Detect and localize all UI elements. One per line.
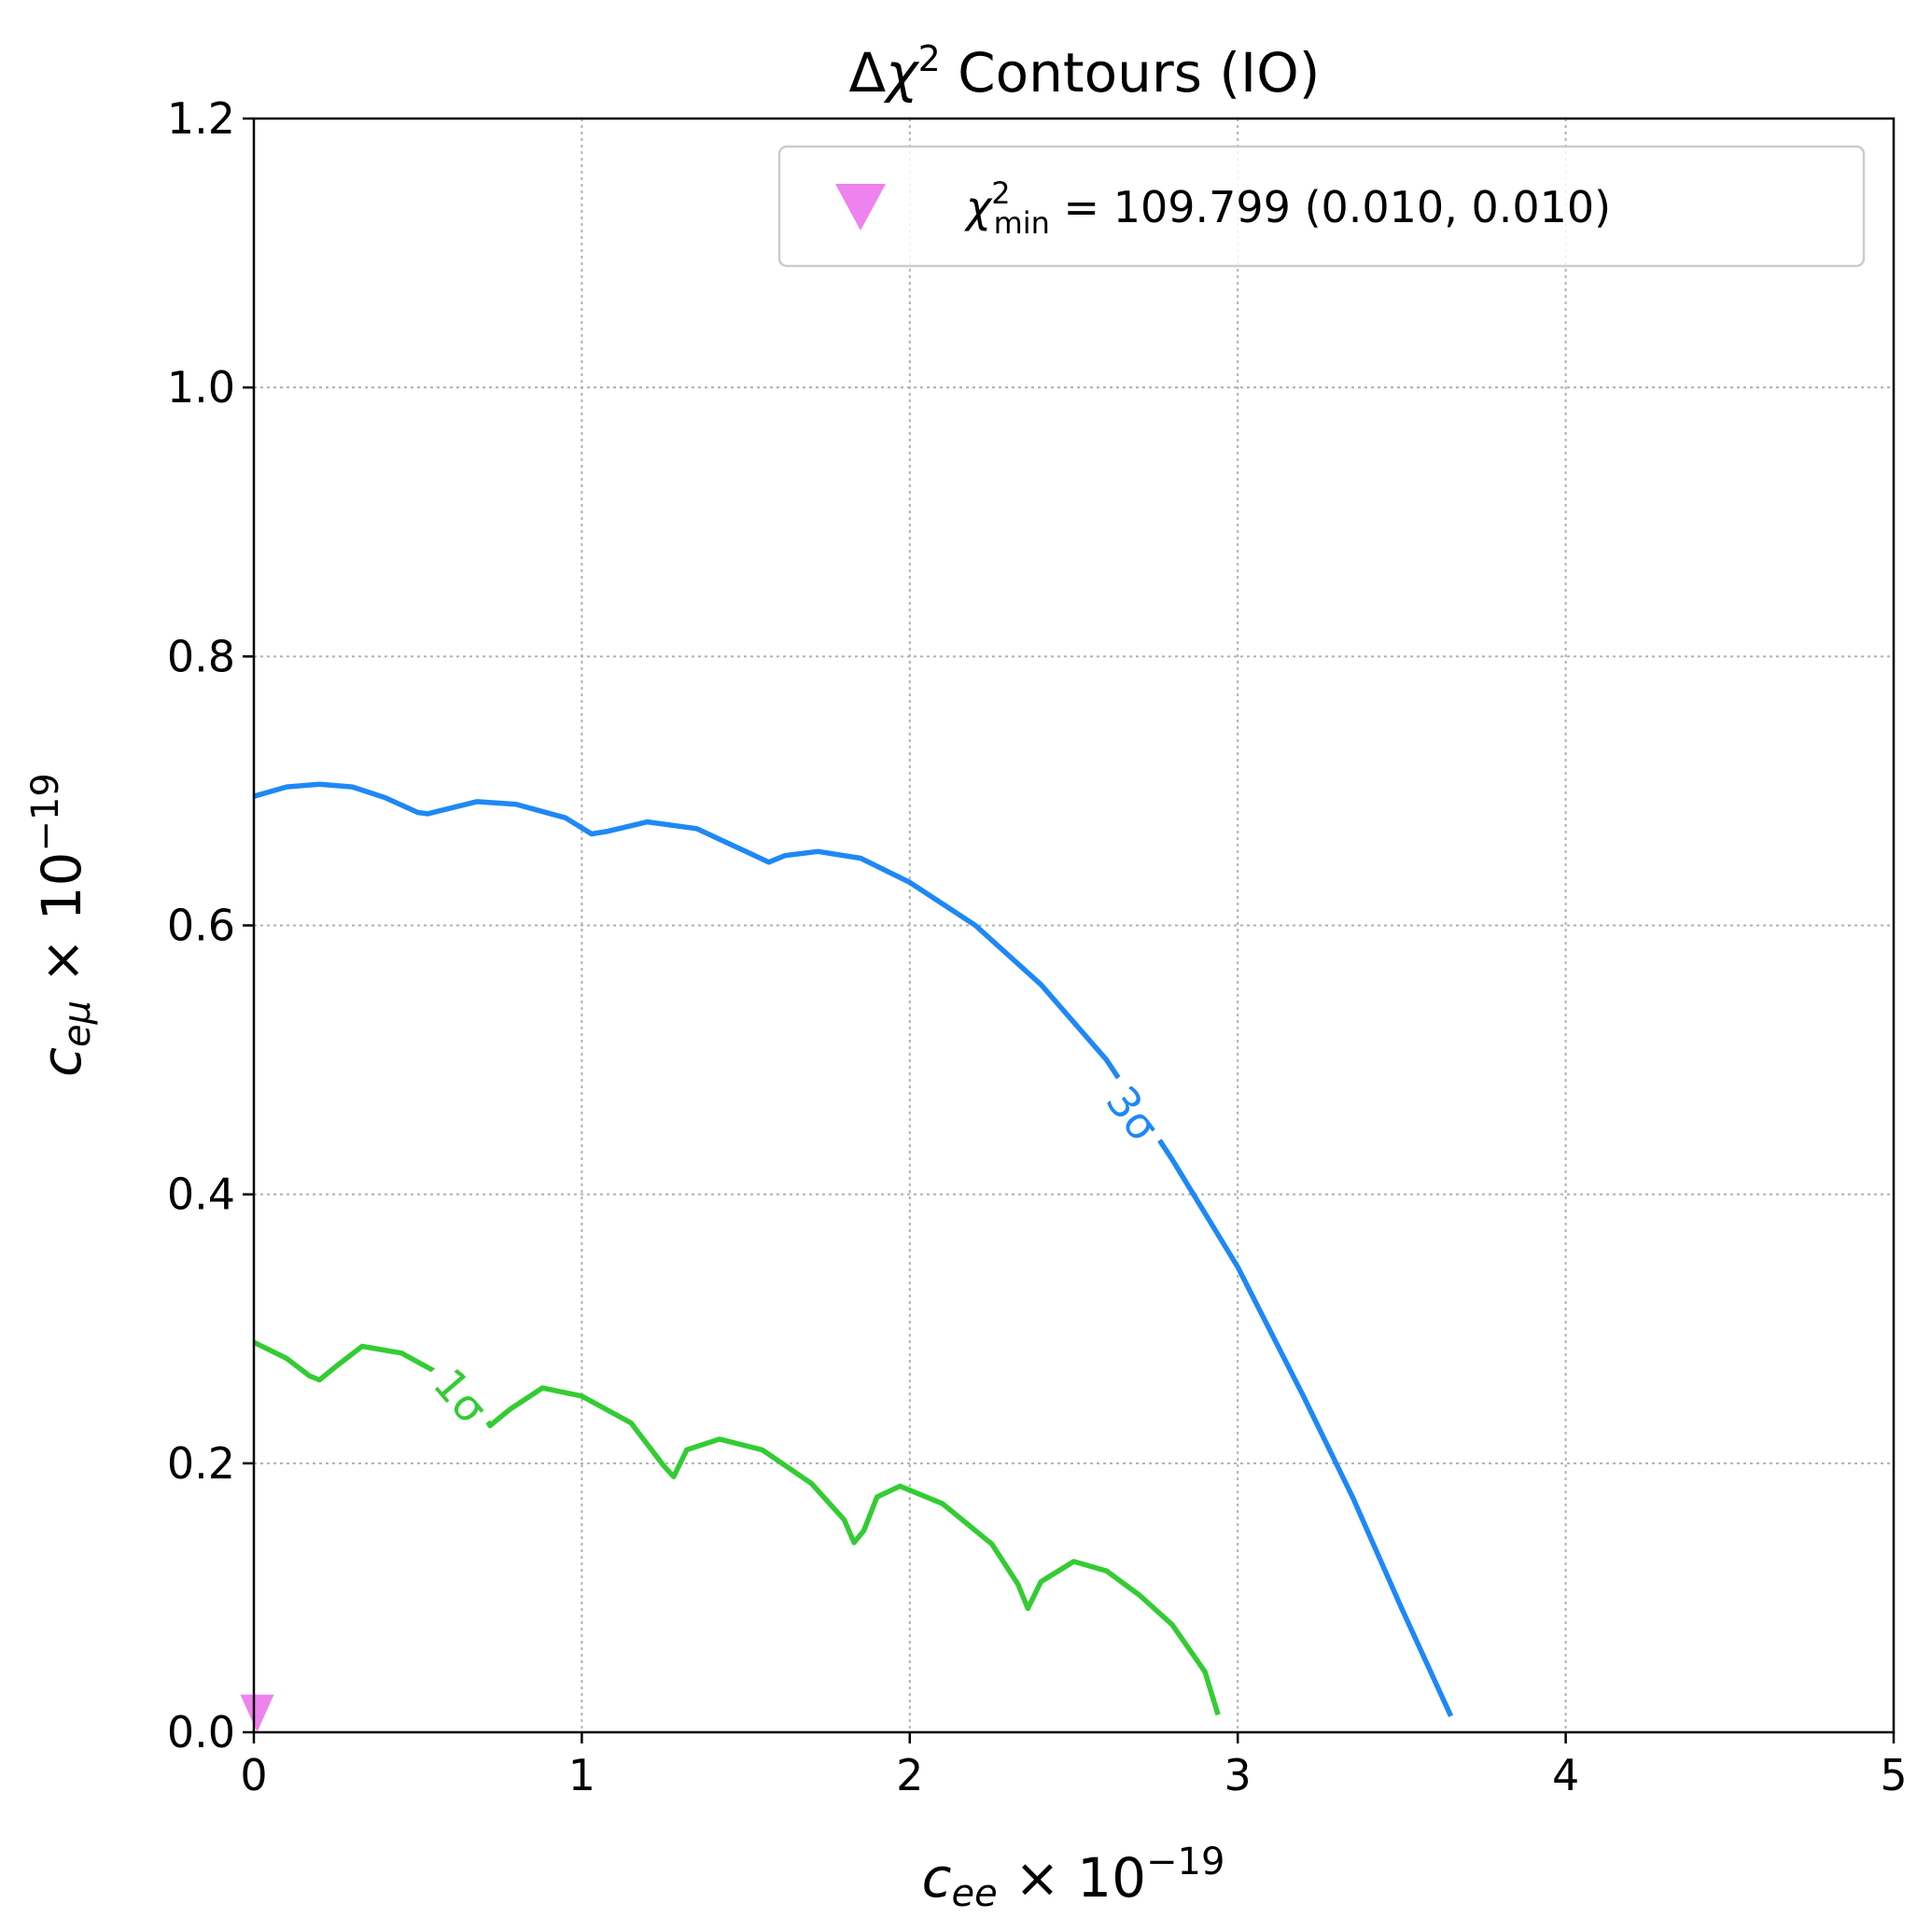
y-tick-label: 0.6 <box>167 901 235 951</box>
x-tick-label: 0 <box>240 1750 267 1800</box>
legend-box <box>777 145 1866 268</box>
contour-label-gap <box>1089 1068 1177 1160</box>
y-tick-label: 0.8 <box>167 631 235 681</box>
y-tick-label: 1.2 <box>167 93 235 144</box>
y-tick-label: 0.4 <box>167 1169 235 1220</box>
y-tick-label: 0.0 <box>167 1707 235 1757</box>
ticks: 0 1 2 3 4 5 0.0 0.2 0.4 0.6 0.8 1.0 1.2 <box>167 93 1908 1800</box>
x-tick-label: 2 <box>896 1750 923 1800</box>
x-tick-label: 5 <box>1880 1750 1907 1800</box>
x-tick-label: 3 <box>1224 1750 1252 1800</box>
markers <box>240 1694 274 1732</box>
y-tick-label: 0.2 <box>167 1438 235 1489</box>
legend-marker-icon <box>835 184 886 231</box>
x-tick-label: 4 <box>1552 1750 1579 1800</box>
best-fit-marker <box>240 1694 274 1732</box>
y-tick-label: 1.0 <box>167 362 235 413</box>
contour-line <box>253 781 1454 1717</box>
y-axis-label: ceμ × 10−19 <box>24 773 99 1077</box>
x-tick-label: 1 <box>568 1750 595 1800</box>
legend-entry-text: χ2 min = 109.799 (0.010, 0.010) <box>963 175 1611 241</box>
contours <box>252 781 1454 1717</box>
legend: χ2 min = 109.799 (0.010, 0.010) <box>777 145 1866 268</box>
chart-title: Δχ2 Contours (IO) <box>849 38 1321 105</box>
contour-label-gap <box>416 1351 505 1442</box>
x-axis-label: cee × 10−19 <box>922 1841 1225 1915</box>
contour-line <box>252 1339 1221 1716</box>
